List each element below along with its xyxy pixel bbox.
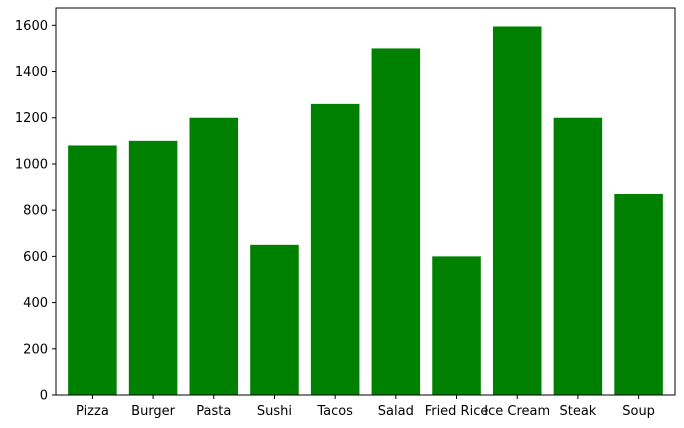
x-tick-label: Soup	[622, 404, 655, 419]
y-tick-label: 600	[23, 250, 48, 265]
bar-burger	[128, 140, 178, 395]
plot-frame	[55, 7, 676, 396]
y-tick-label: 1600	[15, 19, 48, 34]
y-tick-label: 1400	[15, 65, 48, 80]
x-tick-label: Ice Cream	[484, 404, 550, 419]
bar-fried-rice	[432, 256, 481, 395]
y-tick-label: 1000	[15, 157, 48, 172]
x-tick-label: Sushi	[257, 404, 292, 419]
bars-group	[68, 26, 663, 396]
y-tick-label: 0	[40, 389, 48, 404]
y-tick-label: 200	[23, 342, 48, 357]
bar-sushi	[250, 244, 299, 395]
x-tick-label: Tacos	[316, 404, 353, 419]
bar-pasta	[189, 117, 239, 395]
x-tick-label: Pasta	[196, 404, 231, 419]
x-tick-label: Fried Rice	[425, 404, 489, 419]
bar-ice-cream	[492, 26, 542, 395]
x-tick-label: Burger	[131, 404, 176, 419]
x-tick-label: Salad	[378, 404, 414, 419]
y-tick-label: 800	[23, 204, 48, 219]
bar-tacos	[310, 103, 360, 396]
y-axis: 0 200 400 600 800 1000 1200 1400 1600	[15, 19, 56, 404]
x-axis: Pizza Burger Pasta Sushi Tacos Salad Fried Ric…	[76, 395, 655, 419]
x-tick-label: Steak	[559, 404, 596, 419]
y-tick-label: 1200	[15, 111, 48, 126]
bar-steak	[553, 117, 603, 395]
bar-salad	[371, 48, 421, 396]
bar-pizza	[68, 145, 117, 395]
bar-soup	[614, 193, 663, 395]
y-tick-label: 400	[23, 296, 48, 311]
x-tick-label: Pizza	[76, 404, 109, 419]
